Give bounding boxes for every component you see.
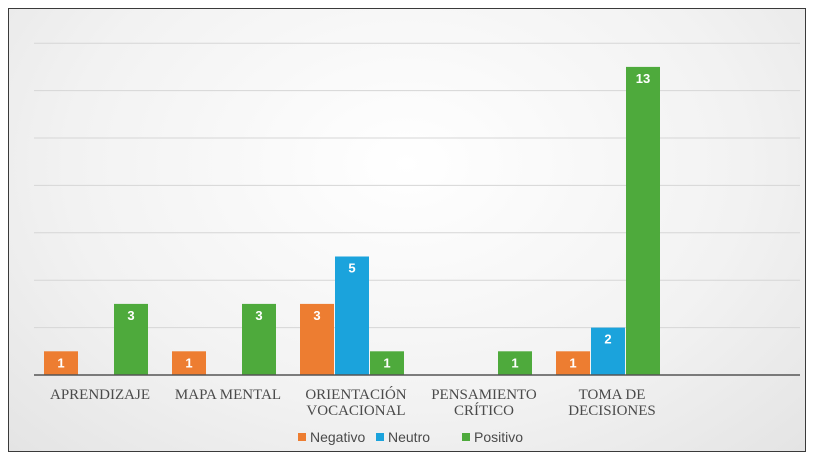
data-label: 3 (127, 308, 134, 323)
legend-label-neutro: Neutro (388, 429, 430, 445)
category-label: PENSAMIENTO (431, 387, 537, 403)
category-label: ORIENTACIÓN (305, 386, 406, 403)
category-label: MAPA MENTAL (175, 387, 281, 403)
data-label: 1 (185, 355, 192, 370)
data-label: 2 (604, 332, 611, 347)
data-label: 5 (348, 261, 355, 276)
bar-neutro (335, 256, 369, 375)
data-label: 3 (313, 308, 320, 323)
data-label: 13 (636, 71, 650, 86)
legend-swatch-positivo (462, 433, 470, 441)
bar-positivo (370, 351, 404, 375)
bar-positivo (498, 351, 532, 375)
legend-label-negativo: Negativo (310, 429, 365, 445)
data-label: 1 (569, 355, 576, 370)
bar-positivo (242, 303, 276, 375)
chart-frame (8, 8, 806, 452)
data-label: 1 (511, 355, 518, 370)
bar-negativo (44, 351, 78, 375)
bar-negativo (172, 351, 206, 375)
bar-positivo (626, 66, 660, 376)
legend-swatch-neutro (376, 433, 384, 441)
data-label: 1 (383, 355, 390, 370)
bar-positivo (114, 303, 148, 375)
legend: Negativo Neutro Positivo (298, 429, 523, 445)
data-label: 3 (255, 308, 262, 323)
gridlines (34, 42, 800, 329)
data-label: 1 (57, 355, 64, 370)
bar-negativo (300, 303, 334, 375)
category-label: TOMA DE (579, 387, 646, 403)
legend-label-positivo: Positivo (474, 429, 523, 445)
category-labels: APRENDIZAJE MAPA MENTAL ORIENTACIÓNVOCACIO… (50, 386, 656, 419)
bar-neutro (591, 327, 625, 375)
bar-negativo (556, 351, 590, 375)
category-label: APRENDIZAJE (50, 387, 150, 403)
category-label: DECISIONES (568, 403, 656, 419)
category-label: VOCACIONAL (306, 403, 405, 419)
legend-swatch-negativo (298, 433, 306, 441)
category-label: CRÍTICO (454, 402, 514, 419)
